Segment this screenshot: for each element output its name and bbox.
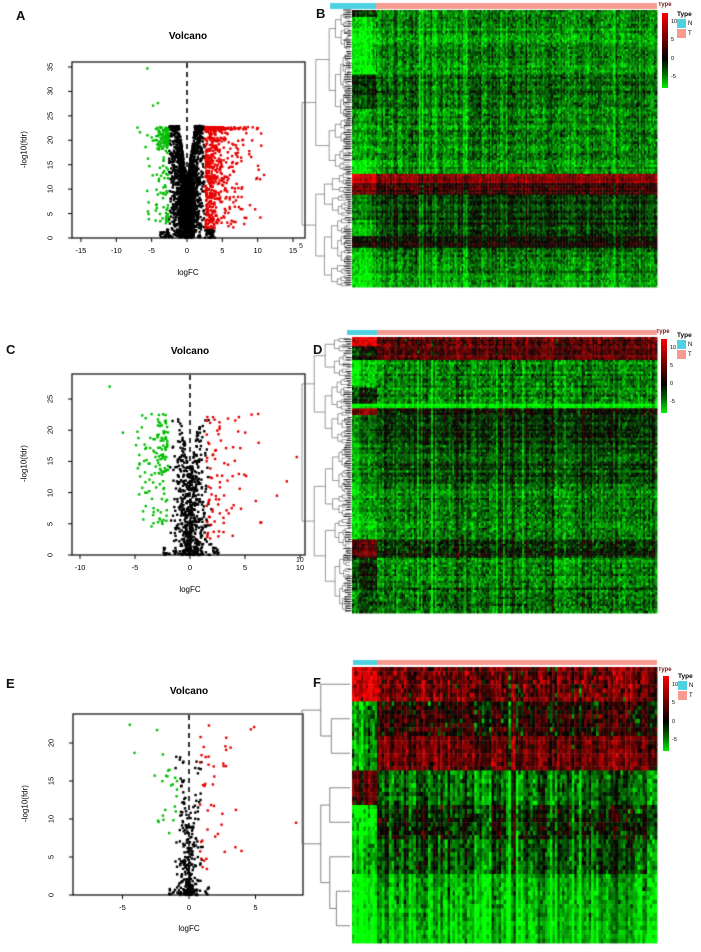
y-tick-label: 0 <box>46 892 56 898</box>
volcano-e-plot-canvas <box>61 702 315 905</box>
type-t-swatch <box>677 29 686 38</box>
type-t-label: T <box>688 30 692 37</box>
colorbar-tick-label: -5 <box>672 737 677 744</box>
volcano-a-title: Volcano <box>168 31 208 42</box>
type-legend-title: Type <box>678 673 693 680</box>
y-tick-label: 0 <box>45 235 55 241</box>
heatmap-d-type-legend: Type N T <box>677 332 692 359</box>
volcano-e-yaxis-label: -log10(fdr) <box>20 785 30 822</box>
volcano-a-xaxis-label: logFC <box>177 268 199 277</box>
colorbar-tick-label: 0 <box>672 718 676 725</box>
x-tick-label: 5 <box>253 903 258 912</box>
colorbar-tick-label: 10 <box>670 345 677 352</box>
heatmap-d-dendro-scale-label: 10 <box>296 557 304 564</box>
type-t-swatch <box>677 350 686 359</box>
volcano-c-yaxis-label: -log10(fdr) <box>19 445 29 482</box>
type-n-swatch <box>677 19 686 28</box>
heatmap-d-annotation-title: Type <box>656 329 670 335</box>
heatmap-f-colorbar-gradient <box>663 676 669 751</box>
colorbar-tick-label: 5 <box>672 700 676 707</box>
type-legend-title: Type <box>677 11 692 18</box>
type-t-swatch <box>678 691 687 700</box>
y-tick-label: 10 <box>45 184 55 194</box>
heatmap-f-canvas <box>296 656 662 946</box>
y-tick-label: 0 <box>45 552 55 558</box>
y-tick-label: 10 <box>45 488 55 497</box>
volcano-c-xaxis-label: logFC <box>179 585 201 594</box>
y-tick-label: 5 <box>45 211 55 216</box>
y-tick-label: 25 <box>45 111 55 121</box>
x-tick-label: -5 <box>119 903 126 912</box>
panel-label-e: E <box>6 676 15 691</box>
colorbar-tick-label: 10 <box>672 682 679 689</box>
colorbar-tick-label: 5 <box>671 37 675 44</box>
heatmap-d-colorbar: 10 5 0 -5 <box>661 339 695 417</box>
heatmap-d-colorbar-gradient <box>661 339 667 413</box>
x-tick-label: -10 <box>74 563 86 572</box>
y-tick-label: 20 <box>46 738 56 748</box>
colorbar-tick-label: -5 <box>671 74 676 81</box>
colorbar-tick-label: -5 <box>670 399 675 406</box>
y-tick-label: 15 <box>46 776 56 786</box>
volcano-c-plot-canvas <box>60 362 317 565</box>
x-tick-label: 10 <box>253 246 262 255</box>
x-tick-label: 10 <box>295 563 305 572</box>
heatmap-b-dendro-scale-label: 5 <box>299 243 303 250</box>
type-t-label: T <box>689 692 693 699</box>
y-tick-label: 20 <box>45 136 55 145</box>
y-tick-label: 25 <box>45 394 55 404</box>
type-n-label: N <box>688 341 693 348</box>
x-tick-label: 5 <box>242 563 248 572</box>
colorbar-tick-label: 10 <box>671 19 678 26</box>
heatmap-b-type-legend: Type N T <box>677 11 692 38</box>
volcano-e-xaxis-label: logFC <box>178 924 200 933</box>
type-t-label: T <box>688 351 692 358</box>
x-tick-label: 0 <box>184 246 190 255</box>
heatmap-f-colorbar: 10 5 0 -5 <box>663 676 697 754</box>
x-tick-label: 15 <box>288 246 298 255</box>
x-tick-label: -5 <box>131 563 139 572</box>
x-tick-label: 0 <box>186 903 192 912</box>
colorbar-tick-label: 5 <box>670 363 674 370</box>
y-tick-label: 5 <box>45 521 55 526</box>
volcano-a-yaxis-label: -log10(fdr) <box>19 131 29 168</box>
type-legend-title: Type <box>677 332 692 339</box>
heatmap-b-colorbar: 10 5 0 -5 <box>662 13 696 91</box>
x-tick-label: 5 <box>220 246 225 255</box>
heatmap-f-type-legend: Type N T <box>678 673 693 700</box>
colorbar-tick-label: 0 <box>670 381 674 388</box>
heatmap-b-canvas <box>296 0 662 290</box>
y-tick-label: 15 <box>45 457 55 466</box>
x-tick-label: -10 <box>110 246 122 255</box>
volcano-c-title: Volcano <box>170 346 210 357</box>
type-n-swatch <box>677 340 686 349</box>
heatmap-f-annotation-title: Type <box>658 667 672 673</box>
x-tick-label: -5 <box>148 246 155 255</box>
y-tick-label: 10 <box>46 814 56 824</box>
panel-label-c: C <box>6 342 16 357</box>
volcano-e-title: Volcano <box>169 686 209 697</box>
heatmap-b-colorbar-gradient <box>662 13 668 88</box>
heatmap-d-canvas <box>296 326 662 616</box>
type-n-swatch <box>678 681 687 690</box>
y-tick-label: 30 <box>45 87 55 96</box>
y-tick-label: 15 <box>45 160 55 169</box>
y-tick-label: 5 <box>46 854 56 860</box>
x-tick-label: -15 <box>75 246 87 255</box>
volcano-a-plot-canvas <box>60 50 317 248</box>
y-tick-label: 20 <box>45 426 55 435</box>
x-tick-label: 0 <box>187 563 193 572</box>
type-n-label: N <box>688 20 693 27</box>
type-n-label: N <box>689 682 694 689</box>
colorbar-tick-label: 0 <box>671 55 675 62</box>
y-tick-label: 35 <box>45 62 55 72</box>
panel-label-a: A <box>16 8 26 23</box>
heatmap-b-annotation-title: Type <box>658 2 672 8</box>
